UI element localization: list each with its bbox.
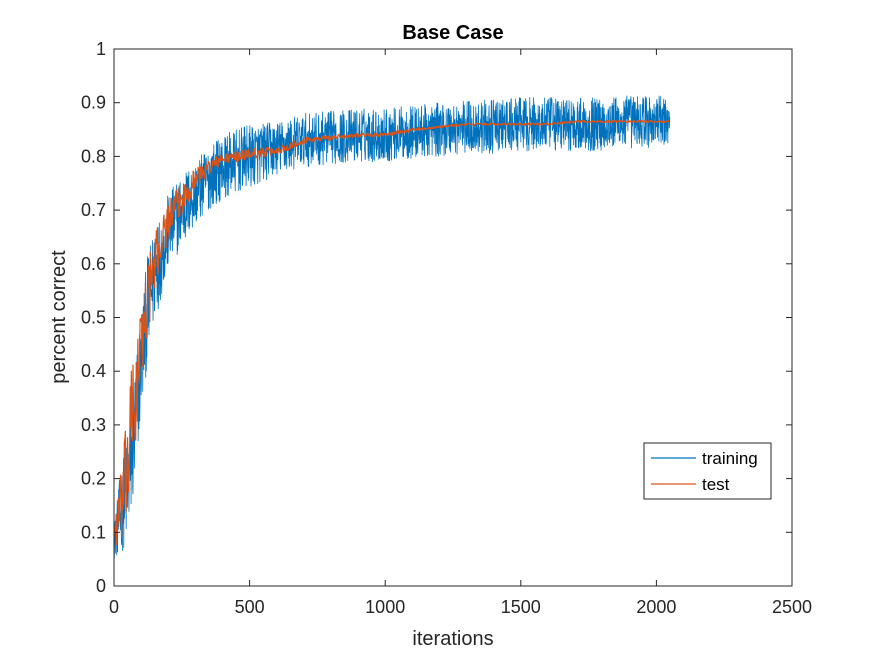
y-tick-label: 0.8 [81,146,106,166]
y-tick-label: 0.4 [81,361,106,381]
chart-title: Base Case [402,22,503,44]
x-axis-label: iterations [412,628,493,650]
x-tick-label: 1500 [501,597,541,617]
x-tick-label: 500 [235,597,265,617]
y-tick-label: 0.1 [81,522,106,542]
y-tick-label: 0.3 [81,415,106,435]
y-axis: 0 0.1 0.2 0.3 0.4 0.5 0.6 0.7 0.8 0.9 1 [81,39,792,596]
x-tick-label: 0 [109,597,119,617]
legend: training test [643,442,772,500]
y-tick-label: 0 [96,576,106,596]
y-axis-label: percent correct [48,250,70,384]
y-tick-label: 1 [96,39,106,59]
x-tick-label: 2500 [772,597,812,617]
x-axis: 0 500 1000 1500 2000 2500 [109,49,812,617]
y-tick-label: 0.6 [81,254,106,274]
legend-box [643,442,772,500]
x-tick-label: 1000 [365,597,405,617]
legend-label-training: training [702,449,758,468]
series-line-test [113,119,671,545]
y-tick-label: 0.7 [81,200,106,220]
series-layer [113,95,671,559]
y-tick-label: 0.9 [81,93,106,113]
y-tick-label: 0.2 [81,469,106,489]
y-tick-label: 0.5 [81,308,106,328]
legend-label-test: test [702,475,730,494]
x-tick-label: 2000 [636,597,676,617]
